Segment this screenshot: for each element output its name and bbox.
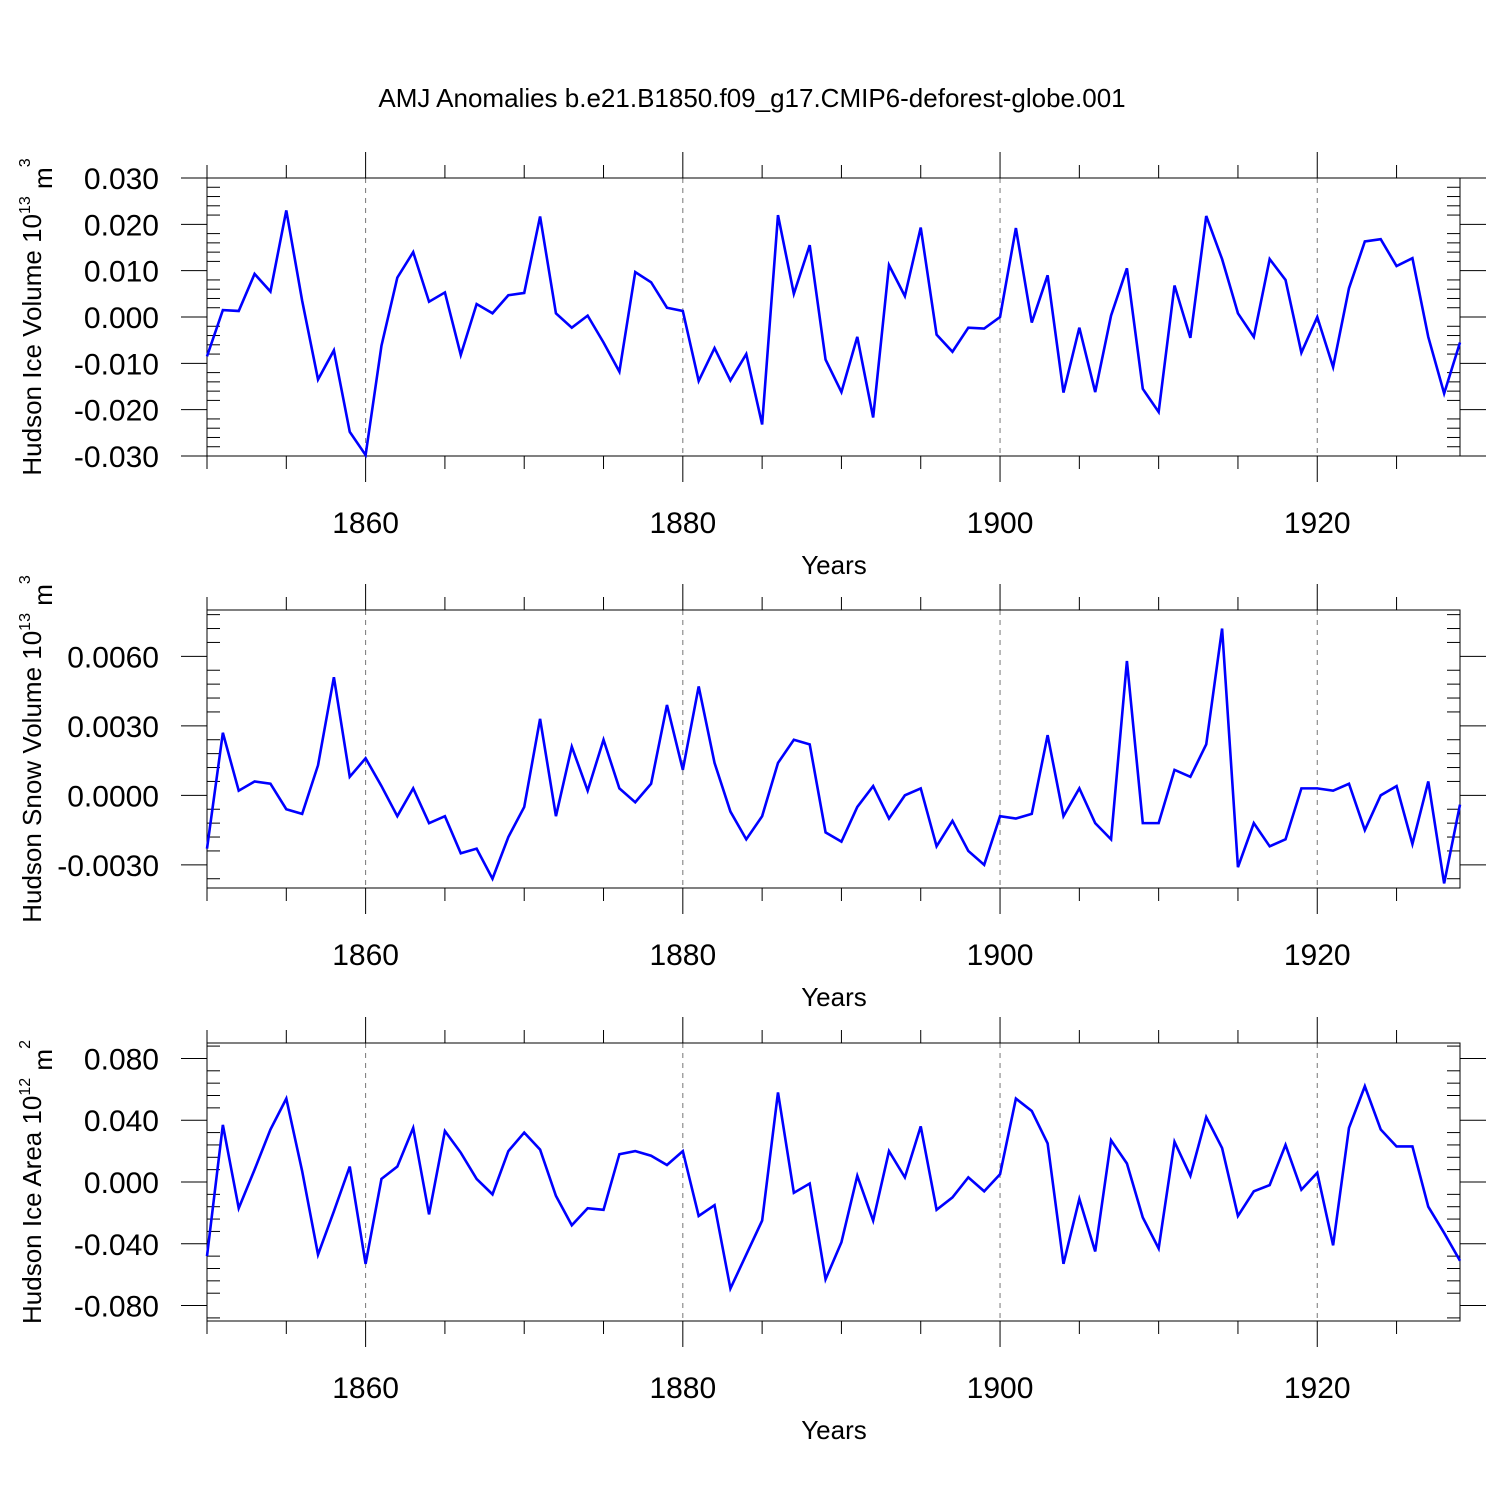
series-line [205, 210, 1462, 459]
series-line [205, 1082, 1462, 1293]
x-tick-label: 1920 [1284, 507, 1351, 540]
y-axis-label-text: Hudson Snow Volume 10 [17, 631, 47, 923]
x-tick-label: 1860 [332, 939, 399, 972]
x-tick-label: 1900 [967, 939, 1034, 972]
y-tick-label: 0.010 [84, 256, 159, 289]
y-axis-label: Hudson Ice Area 1012 m2 [17, 1040, 58, 1324]
x-tick-label: 1900 [967, 1372, 1034, 1405]
y-tick-label: 0.0000 [67, 780, 159, 813]
chart-panel-2: -0.0030 0.0000 0.0030 0.0060 1860 1880 1900 192… [17, 575, 1486, 1012]
x-tick-label: 1880 [649, 507, 716, 540]
y-tick-label: -0.040 [74, 1229, 159, 1262]
y-tick-label: 0.000 [84, 302, 159, 335]
y-axis-label-unit-exponent: 2 [17, 1040, 34, 1049]
y-tick-label: 0.040 [84, 1105, 159, 1138]
y-axis-label-unit: m [28, 1049, 58, 1078]
x-tick-label: 1900 [967, 507, 1034, 540]
plot-frame [206, 609, 1461, 889]
y-axis-label-unit: m [28, 167, 58, 196]
x-tick-label: 1860 [332, 1372, 399, 1405]
series-line [205, 628, 1462, 884]
panels: -0.030 -0.020 -0.010 0.000 0.010 0.020 0.030 18… [17, 152, 1486, 1445]
y-tick-label: -0.020 [74, 395, 159, 428]
x-axis-label: Years [801, 550, 867, 580]
x-axis-label: Years [801, 982, 867, 1012]
y-tick-label: -0.010 [74, 348, 159, 381]
y-tick-label: 0.0060 [67, 641, 159, 674]
y-tick-label: -0.030 [74, 441, 159, 474]
x-tick-label: 1920 [1284, 939, 1351, 972]
y-tick-label: 0.030 [84, 163, 159, 196]
y-axis-label-unit-exponent: 3 [17, 158, 34, 167]
y-tick-label: 0.080 [84, 1043, 159, 1076]
x-tick-label: 1880 [649, 1372, 716, 1405]
x-tick-label: 1880 [649, 939, 716, 972]
y-axis-label: Hudson Snow Volume 1013 m3 [17, 575, 58, 923]
y-tick-label: 0.020 [84, 209, 159, 242]
chart-title: AMJ Anomalies b.e21.B1850.f09_g17.CMIP6-… [378, 83, 1125, 113]
y-axis-label-text: Hudson Ice Volume 10 [17, 214, 47, 476]
y-tick-label: -0.080 [74, 1291, 159, 1324]
x-tick-label: 1920 [1284, 1372, 1351, 1405]
chart-panel-1: -0.030 -0.020 -0.010 0.000 0.010 0.020 0.030 18… [17, 152, 1486, 580]
x-tick-label: 1860 [332, 507, 399, 540]
y-tick-label: -0.0030 [57, 850, 159, 883]
y-axis-label-unit-exponent: 3 [17, 575, 34, 584]
y-axis-label-exponent: 12 [17, 1078, 34, 1096]
y-tick-label: 0.0030 [67, 711, 159, 744]
y-tick-label: 0.000 [84, 1167, 159, 1200]
y-axis-label-text: Hudson Ice Area 10 [17, 1096, 47, 1324]
x-axis-label: Years [801, 1415, 867, 1445]
y-axis-label-exponent: 13 [17, 196, 34, 214]
y-axis-label-unit: m [28, 584, 58, 613]
chart-panel-3: -0.080 -0.040 0.000 0.040 0.080 1860 1880 1900 1… [17, 1017, 1486, 1445]
y-axis-label: Hudson Ice Volume 1013 m3 [17, 158, 58, 475]
y-axis-label-exponent: 13 [17, 613, 34, 631]
